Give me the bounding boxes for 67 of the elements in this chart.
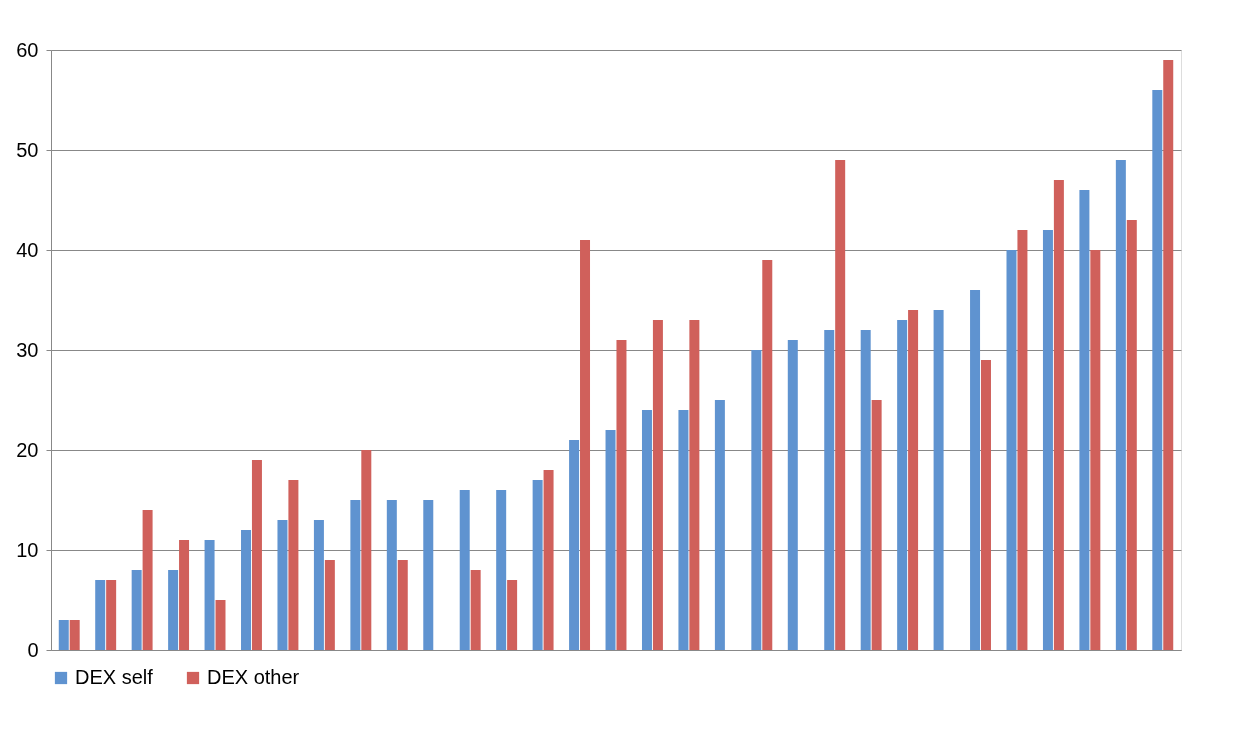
bar — [241, 530, 252, 650]
bar — [69, 620, 80, 650]
bar — [1006, 250, 1017, 650]
legend-label: DEX other — [207, 666, 300, 688]
bar — [95, 580, 106, 650]
bar — [215, 600, 226, 650]
y-tick-label: 40 — [16, 238, 39, 261]
bar — [324, 560, 335, 650]
bar — [179, 540, 190, 650]
y-tick-label: 10 — [16, 538, 39, 561]
bar — [423, 500, 434, 650]
y-tick-label: 0 — [27, 638, 39, 661]
bar — [933, 310, 944, 650]
bar — [1053, 180, 1064, 650]
bar — [871, 400, 882, 650]
bar — [168, 570, 179, 650]
bar — [507, 580, 518, 650]
bar — [970, 290, 981, 650]
bar — [277, 520, 288, 650]
bar — [532, 480, 543, 650]
bar — [543, 470, 554, 650]
bar — [1115, 160, 1126, 650]
bar — [204, 540, 215, 650]
bar — [142, 510, 153, 650]
bar — [1079, 190, 1090, 650]
bar — [1090, 250, 1101, 650]
legend-label: DEX self — [75, 666, 154, 688]
bar — [714, 400, 725, 650]
bar — [397, 560, 408, 650]
bar — [908, 310, 919, 650]
bar — [762, 260, 773, 650]
bar — [386, 500, 397, 650]
bar — [1042, 230, 1053, 650]
bar — [496, 490, 507, 650]
bar — [652, 320, 663, 650]
bar — [689, 320, 700, 650]
y-tick-label: 30 — [16, 338, 39, 361]
bar — [860, 330, 871, 650]
bar — [678, 410, 689, 650]
bar — [361, 450, 372, 650]
bar — [106, 580, 117, 650]
bar — [616, 340, 627, 650]
y-tick-label: 20 — [16, 438, 39, 461]
bar — [751, 350, 762, 650]
bar — [1152, 90, 1163, 650]
bar — [824, 330, 835, 650]
bar — [605, 430, 616, 650]
bar — [580, 240, 591, 650]
bar — [569, 440, 580, 650]
bar — [288, 480, 299, 650]
y-tick-label: 50 — [16, 138, 39, 161]
bar — [251, 460, 262, 650]
bar — [787, 340, 798, 650]
bar — [459, 490, 470, 650]
bar — [897, 320, 908, 650]
bar — [313, 520, 324, 650]
y-tick-label: 60 — [16, 38, 39, 61]
bar — [641, 410, 652, 650]
bar — [1126, 220, 1137, 650]
bar — [470, 570, 481, 650]
bar — [1163, 60, 1174, 650]
bar — [131, 570, 142, 650]
bar — [58, 620, 69, 650]
bar — [980, 360, 991, 650]
bar — [835, 160, 846, 650]
bar — [350, 500, 361, 650]
bar — [1017, 230, 1028, 650]
